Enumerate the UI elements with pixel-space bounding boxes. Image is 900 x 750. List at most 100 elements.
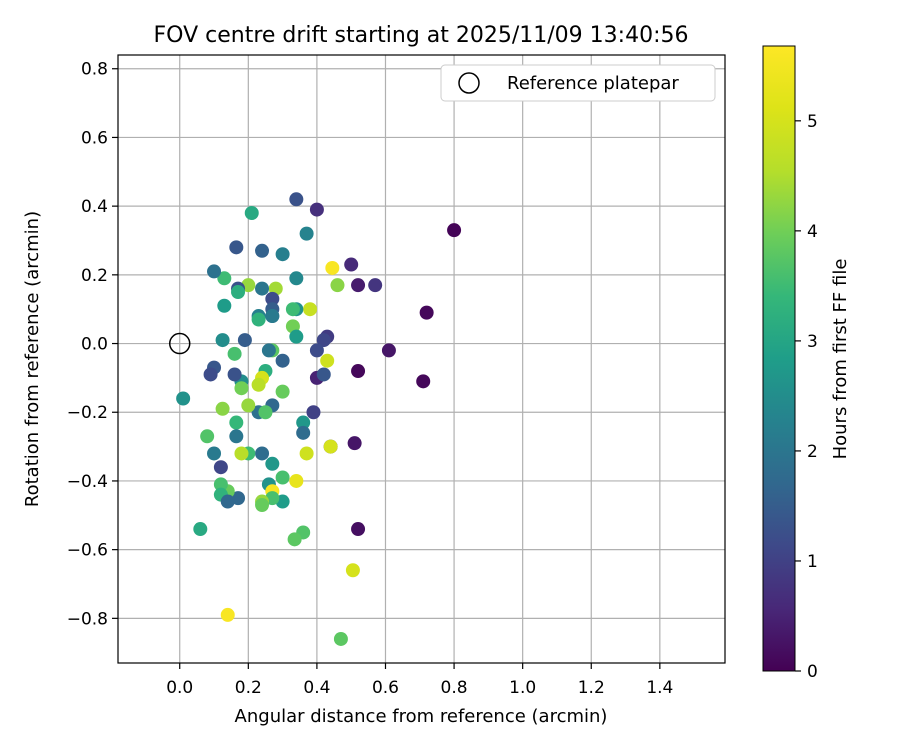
data-point (289, 271, 304, 286)
data-point (333, 631, 348, 646)
data-point (241, 398, 256, 413)
data-point (251, 377, 266, 392)
colorbar-tick-label: 5 (807, 112, 818, 132)
data-point (419, 305, 434, 320)
data-point (220, 494, 235, 509)
y-tick-label: 0.2 (81, 266, 108, 286)
data-point (215, 401, 230, 416)
data-point (299, 446, 314, 461)
y-tick-label: −0.4 (67, 472, 108, 492)
data-point (220, 607, 235, 622)
legend-box (440, 64, 716, 102)
data-point (237, 333, 252, 348)
colorbar-tick-label: 3 (807, 332, 818, 352)
y-axis-label: Rotation from reference (arcmin) (22, 211, 43, 507)
data-point (381, 343, 396, 358)
data-point (265, 291, 280, 306)
data-point (309, 202, 324, 217)
data-point (275, 353, 290, 368)
y-tick-label: 0.6 (81, 128, 108, 148)
data-point (323, 439, 338, 454)
data-point (217, 271, 232, 286)
x-tick-label: 0.4 (303, 678, 330, 698)
data-point (207, 264, 222, 279)
y-tick-label: 0.0 (81, 335, 108, 355)
data-point (275, 384, 290, 399)
colorbar-gradient (762, 45, 796, 672)
y-tick-label: −0.8 (67, 609, 108, 629)
data-point (231, 285, 246, 300)
data-point (261, 343, 276, 358)
data-point (275, 470, 290, 485)
data-point (416, 374, 431, 389)
data-point (299, 226, 314, 241)
data-point (265, 456, 280, 471)
data-point (244, 206, 259, 221)
x-axis-ticks: 0.0 0.2 0.4 0.6 0.8 1.0 1.2 1.4 (166, 663, 673, 698)
data-point (227, 367, 242, 382)
data-point (351, 364, 366, 379)
x-tick-label: 0.2 (235, 678, 262, 698)
legend-label: Reference platepar (507, 73, 679, 94)
colorbar-label: Hours from first FF file (830, 259, 851, 460)
x-tick-label: 0.0 (166, 678, 193, 698)
data-point (344, 257, 359, 272)
data-point (193, 522, 208, 537)
data-point (265, 309, 280, 324)
data-point (320, 353, 335, 368)
data-point (251, 312, 266, 327)
data-point (229, 415, 244, 430)
data-point (303, 302, 318, 317)
data-point (215, 333, 230, 348)
data-point (347, 436, 362, 451)
data-point (289, 329, 304, 344)
x-tick-label: 1.0 (509, 678, 536, 698)
data-point (213, 460, 228, 475)
data-point (255, 497, 270, 512)
x-axis-label: Angular distance from reference (arcmin) (235, 706, 608, 727)
y-tick-label: 0.8 (81, 60, 108, 80)
legend: Reference platepar (440, 64, 716, 102)
reference-platepar-marker (168, 332, 191, 355)
data-point (316, 367, 331, 382)
data-point (330, 278, 345, 293)
colorbar-tick-label: 0 (807, 662, 818, 682)
data-point (255, 281, 270, 296)
plot-frame (117, 54, 726, 664)
data-point (234, 381, 249, 396)
data-point (351, 522, 366, 537)
data-point (447, 223, 462, 238)
data-point (234, 446, 249, 461)
x-tick-label: 0.8 (441, 678, 468, 698)
colorbar-tick-label: 1 (807, 552, 818, 572)
data-point (287, 532, 302, 547)
grid-lines (118, 55, 725, 663)
data-point (258, 405, 273, 420)
data-point (368, 278, 383, 293)
data-point (229, 240, 244, 255)
data-point (285, 302, 300, 317)
data-point (316, 333, 331, 348)
data-point (345, 563, 360, 578)
data-point (255, 446, 270, 461)
data-point (309, 343, 324, 358)
data-point (296, 425, 311, 440)
x-tick-label: 0.6 (372, 678, 399, 698)
data-point (289, 192, 304, 207)
data-point (217, 298, 232, 313)
data-point (306, 405, 321, 420)
data-point (351, 278, 366, 293)
data-point (176, 391, 191, 406)
colorbar: 0 1 2 3 4 5 Hours from first FF file (762, 45, 851, 682)
y-tick-label: 0.4 (81, 197, 108, 217)
data-point (200, 429, 215, 444)
data-point (227, 346, 242, 361)
data-point (325, 260, 340, 275)
data-point (296, 415, 311, 430)
data-point (213, 477, 228, 492)
colorbar-tick-label: 4 (807, 222, 818, 242)
data-point (203, 367, 218, 382)
y-axis-ticks: −0.8 −0.6 −0.4 −0.2 0.0 0.2 0.4 0.6 0.8 (67, 60, 118, 629)
data-point (229, 429, 244, 444)
